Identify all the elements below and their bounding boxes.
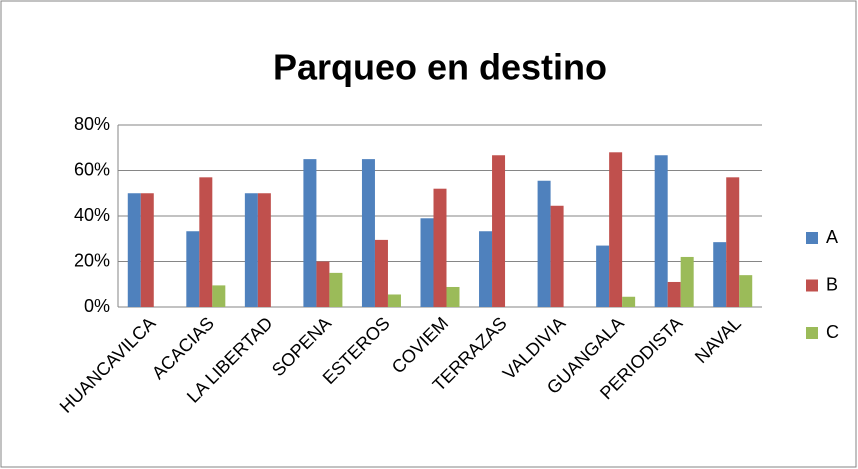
bar: [140, 193, 154, 307]
bar: [537, 180, 551, 307]
bar: [127, 193, 141, 307]
legend-label: C: [826, 322, 839, 342]
bar: [303, 159, 317, 307]
legend-swatch: [806, 232, 818, 244]
y-tick-label: 20%: [74, 250, 110, 270]
legend-swatch: [806, 327, 818, 339]
bar: [212, 285, 226, 307]
bar: [446, 286, 460, 307]
bar: [186, 231, 200, 307]
bar: [479, 231, 493, 307]
bar: [492, 155, 506, 307]
bar: [739, 275, 753, 307]
bar: [244, 193, 258, 307]
bar: [433, 188, 447, 307]
bar: [622, 296, 636, 307]
chart-title: Parqueo en destino: [273, 47, 607, 88]
bar: [680, 256, 694, 307]
bar: [550, 205, 564, 307]
bar: [199, 177, 213, 307]
bar: [713, 242, 727, 307]
bar: [596, 245, 610, 307]
legend-label: A: [826, 227, 838, 247]
bar: [361, 159, 375, 307]
y-tick-label: 60%: [74, 159, 110, 179]
bar: [420, 218, 434, 307]
bar: [726, 177, 740, 307]
y-tick-label: 40%: [74, 205, 110, 225]
y-tick-label: 0%: [84, 296, 110, 316]
bar: [316, 261, 330, 307]
legend-swatch: [806, 279, 818, 292]
bar: [329, 272, 343, 307]
bar: [374, 239, 388, 307]
bar: [667, 281, 681, 307]
bar: [257, 193, 271, 307]
y-tick-label: 80%: [74, 114, 110, 134]
bar: [387, 294, 401, 307]
bar: [654, 155, 668, 307]
legend-label: B: [826, 274, 838, 294]
bar: [609, 152, 623, 307]
